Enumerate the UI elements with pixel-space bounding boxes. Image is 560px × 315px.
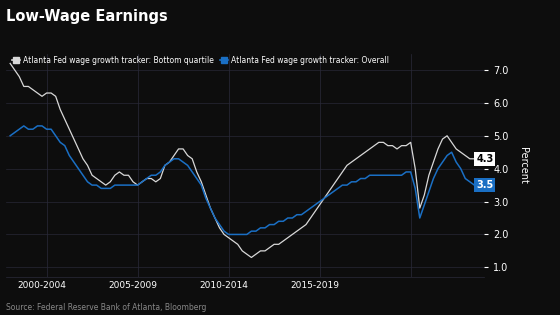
Legend: Atlanta Fed wage growth tracker: Bottom quartile, Atlanta Fed wage growth tracke: Atlanta Fed wage growth tracker: Bottom … bbox=[10, 53, 392, 68]
Text: 4.3: 4.3 bbox=[476, 154, 493, 164]
Text: 3.5: 3.5 bbox=[476, 180, 493, 190]
Text: Low-Wage Earnings: Low-Wage Earnings bbox=[6, 9, 167, 25]
Y-axis label: Percent: Percent bbox=[518, 147, 528, 184]
Text: Source: Federal Reserve Bank of Atlanta, Bloomberg: Source: Federal Reserve Bank of Atlanta,… bbox=[6, 303, 206, 312]
